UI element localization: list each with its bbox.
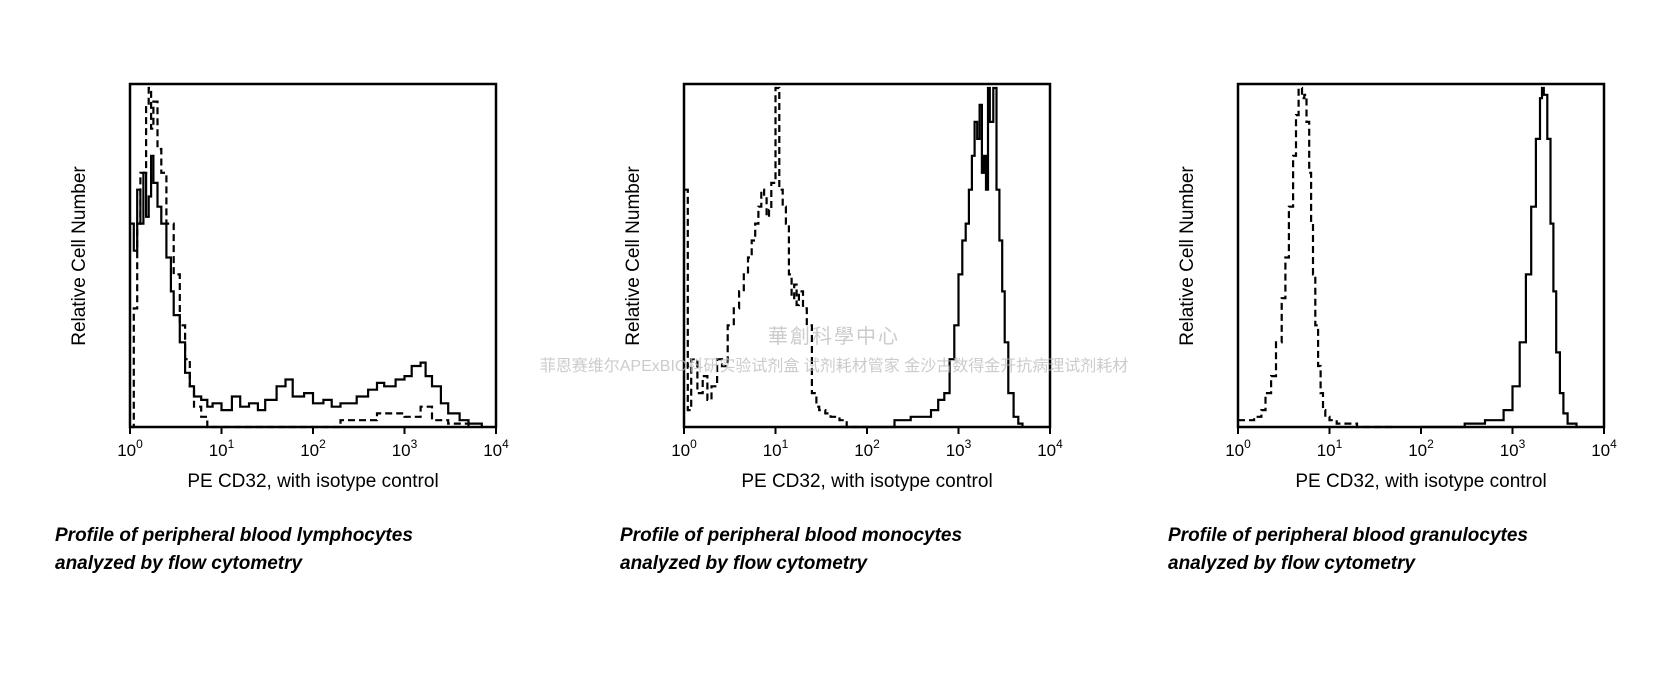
series-line-dashed [684,86,867,429]
y-axis-label: Relative Cell Number [623,165,644,346]
series-line-dashed [130,86,470,429]
x-tick-label: 103 [1500,437,1526,460]
x-tick-label: 101 [209,437,235,460]
x-tick-label: 104 [1591,437,1617,460]
plot-area: 100 101 102 103 104 [1225,82,1617,460]
plot-frame [682,82,1052,429]
series-line-solid [1421,86,1578,429]
x-axis-label: PE CD32, with isotype control [1295,471,1547,492]
x-tick-label: 102 [300,437,326,460]
caption-line-2: analyzed by flow cytometry [1168,553,1416,574]
chart-panel-lymphocytes: 100 101 102 103 104 Relative Cell Number PE … [0,0,556,692]
x-tick-label: 103 [946,437,972,460]
x-tick-label: 100 [1225,437,1251,460]
series-line-solid [130,154,483,427]
chart-panel-granulocytes: 100 101 102 103 104 Relative Cell Number PE … [1112,0,1668,692]
series-line-dashed [1238,86,1394,429]
caption-line-2: analyzed by flow cytometry [620,553,868,574]
x-tick-label: 104 [1037,437,1063,460]
plot-area: 100 101 102 103 104 [117,82,509,460]
caption-line-1: Profile of peripheral blood lymphocytes [55,525,413,546]
x-tick-label: 101 [1317,437,1343,460]
x-tick-label: 102 [1408,437,1434,460]
x-tick-label: 100 [117,437,143,460]
x-tick-label: 102 [854,437,880,460]
x-tick-label: 101 [763,437,789,460]
chart-caption: Profile of peripheral blood monocytes an… [620,522,1090,578]
caption-line-2: analyzed by flow cytometry [55,553,303,574]
x-axis-label: PE CD32, with isotype control [741,471,993,492]
x-tick-label: 103 [392,437,418,460]
x-tick-label: 104 [483,437,509,460]
chart-panel-monocytes: 100 101 102 103 104 Relative Cell Number PE … [556,0,1112,692]
x-axis-label: PE CD32, with isotype control [187,471,439,492]
caption-line-1: Profile of peripheral blood granulocytes [1168,525,1528,546]
y-axis-label: Relative Cell Number [69,165,90,346]
plot-frame [128,82,498,429]
plot-frame [1236,82,1606,429]
chart-caption: Profile of peripheral blood granulocytes… [1168,522,1638,578]
caption-line-1: Profile of peripheral blood monocytes [620,525,963,546]
x-tick-label: 100 [671,437,697,460]
plot-area: 100 101 102 103 104 [671,82,1063,460]
chart-caption: Profile of peripheral blood lymphocytes … [55,522,525,578]
y-axis-label: Relative Cell Number [1177,165,1198,346]
series-line-solid [839,86,1024,429]
